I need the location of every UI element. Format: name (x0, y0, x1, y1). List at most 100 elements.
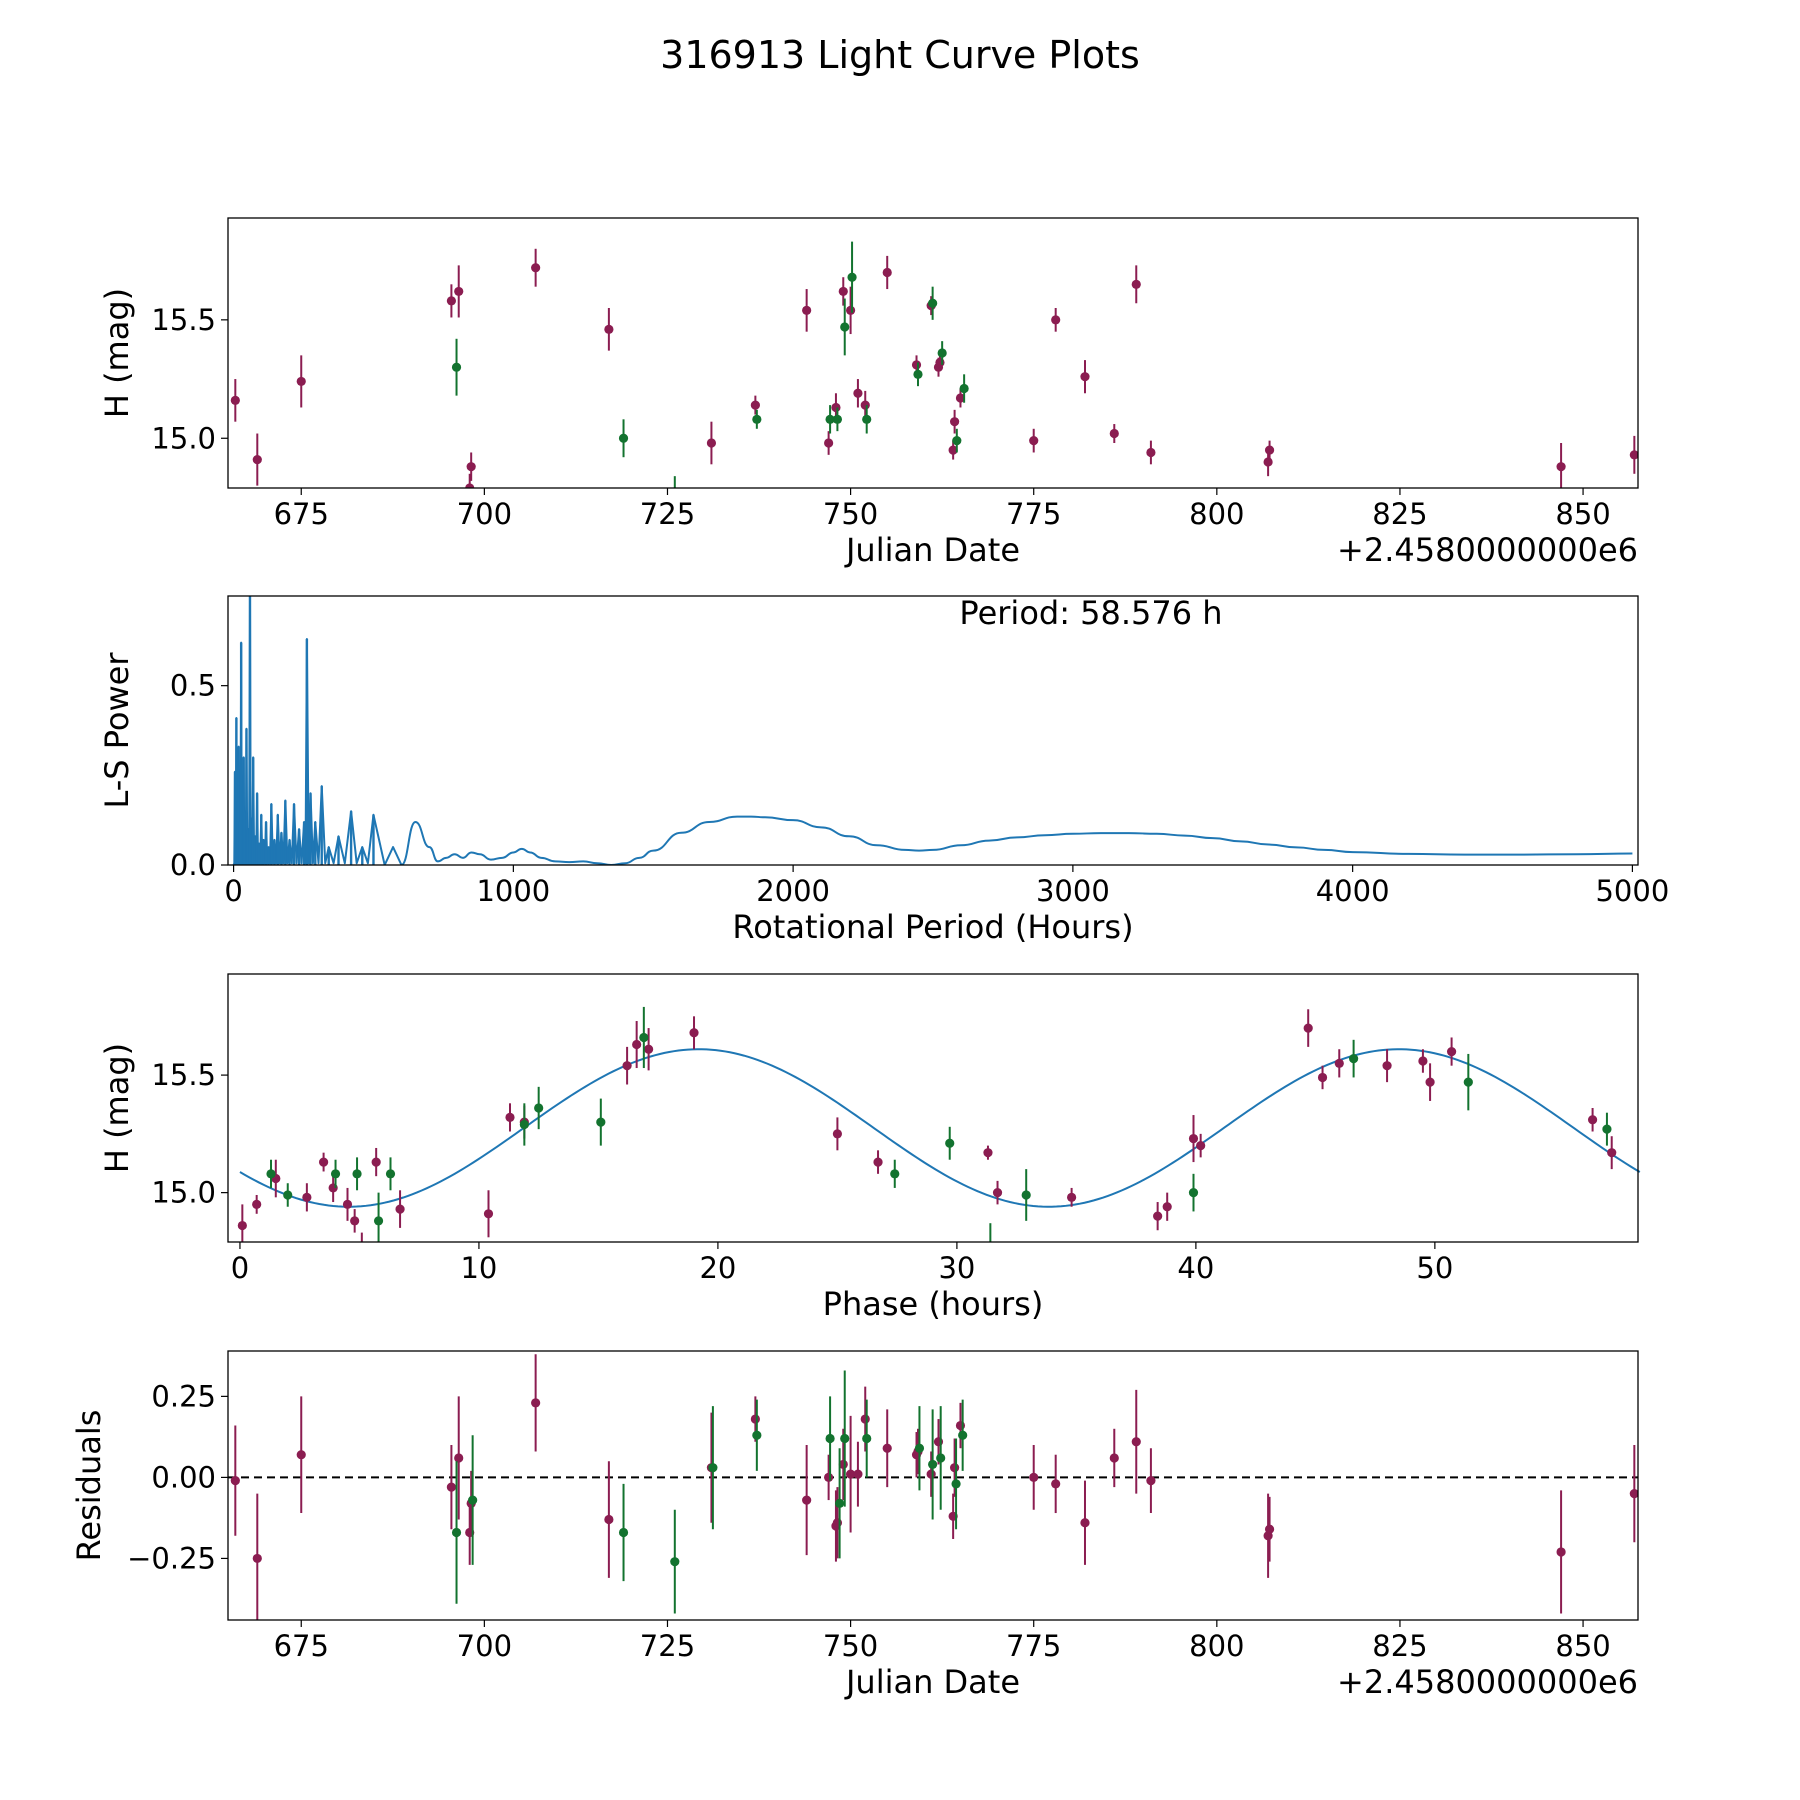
x-tick-label: 50 (1416, 1251, 1453, 1285)
data-point (468, 1495, 478, 1505)
data-point (860, 400, 870, 410)
y-axis-label: L-S Power (98, 652, 136, 809)
data-point (1446, 1046, 1457, 1057)
data-point (950, 417, 960, 427)
data-point (1303, 1023, 1313, 1033)
data-point (824, 438, 834, 448)
x-tick-label: 700 (457, 497, 512, 531)
data-point (237, 1220, 247, 1231)
data-point (1162, 1202, 1172, 1212)
plot-frame (227, 217, 1639, 489)
data-point (454, 286, 464, 297)
data-point (832, 1129, 843, 1139)
data-point (882, 267, 892, 278)
x-axis-label: Rotational Period (Hours) (732, 908, 1133, 946)
data-point (632, 1039, 642, 1050)
data-point (992, 1188, 1003, 1198)
data-point (959, 383, 969, 394)
x-tick-label: 800 (1189, 1629, 1244, 1663)
x-tick-label: 1000 (476, 874, 550, 908)
x-tick-label: 3000 (1036, 874, 1110, 908)
y-axis-label: Residuals (70, 1410, 108, 1562)
data-point (350, 1216, 360, 1226)
data-point (1382, 1061, 1392, 1071)
y-tick-label: 15.5 (151, 1058, 216, 1092)
data-point (373, 1216, 384, 1226)
data-point (1080, 1518, 1090, 1528)
data-point (296, 1450, 306, 1460)
data-point (230, 395, 240, 405)
data-point (266, 1169, 276, 1179)
data-point (928, 298, 938, 308)
data-point (596, 1117, 606, 1127)
data-point (825, 414, 835, 424)
data-point (1463, 1077, 1473, 1087)
data-point (371, 1157, 381, 1167)
x-tick-label: 10 (460, 1251, 497, 1285)
data-layer (230, 1354, 1638, 1620)
data-point (283, 1190, 293, 1200)
y-tick-label: 0.25 (151, 1379, 216, 1413)
data-point (1021, 1190, 1031, 1200)
data-point (948, 445, 958, 455)
x-tick-label: 825 (1372, 497, 1427, 531)
data-point (639, 1032, 649, 1043)
data-point (862, 414, 872, 424)
data-point (911, 360, 922, 370)
data-point (519, 1119, 529, 1130)
model-curve (239, 1048, 1641, 1208)
data-point (1188, 1133, 1199, 1144)
data-point (945, 1138, 955, 1148)
data-point (1263, 457, 1273, 467)
data-point (604, 1514, 614, 1525)
data-point (955, 393, 966, 403)
data-point (446, 296, 457, 306)
data-point (670, 1557, 680, 1567)
data-point (618, 433, 629, 443)
data-point (928, 1459, 938, 1470)
data-point (882, 1443, 892, 1453)
x-tick-label: 30 (938, 1251, 975, 1285)
y-tick-label: 0.5 (170, 669, 216, 703)
data-point (1131, 1437, 1141, 1447)
data-point (1051, 1479, 1061, 1489)
data-point (824, 1472, 834, 1482)
data-point (302, 1192, 312, 1202)
x-tick-label: 725 (640, 497, 695, 531)
data-point (357, 1242, 366, 1251)
data-point (750, 400, 760, 410)
period-annotation: Period: 58.576 h (959, 594, 1222, 632)
x-tick-label: 2000 (756, 874, 830, 908)
data-point (955, 1420, 966, 1431)
y-tick-label: 0.0 (170, 848, 216, 882)
x-tick-label: 675 (274, 497, 329, 531)
data-point (952, 436, 962, 446)
x-tick-label: 850 (1555, 497, 1610, 531)
figure-title: 316913 Light Curve Plots (660, 33, 1140, 77)
plot-frame (227, 595, 1639, 866)
data-point (1418, 1056, 1428, 1066)
y-axis-label: H (mag) (98, 1043, 136, 1173)
data-point (1629, 450, 1638, 460)
data-point (1607, 1148, 1617, 1158)
data-point (838, 286, 848, 297)
x-tick-label: 40 (1177, 1251, 1214, 1285)
data-point (1264, 445, 1275, 455)
data-point (446, 1482, 457, 1492)
periodogram-line (232, 596, 1633, 865)
plot-frame (227, 1350, 1639, 1621)
data-point (1334, 1058, 1344, 1068)
y-tick-label: 15.0 (151, 421, 216, 455)
data-point (913, 369, 923, 379)
data-point (1317, 1072, 1328, 1083)
data-point (853, 388, 863, 398)
data-point (825, 1433, 835, 1444)
data-point (860, 1414, 870, 1424)
data-point (1146, 1476, 1156, 1486)
data-point (1153, 1211, 1163, 1221)
data-point (950, 1463, 960, 1473)
data-point (1425, 1077, 1435, 1087)
data-point (831, 402, 841, 413)
data-point (252, 1553, 262, 1564)
data-point (1264, 1524, 1275, 1534)
